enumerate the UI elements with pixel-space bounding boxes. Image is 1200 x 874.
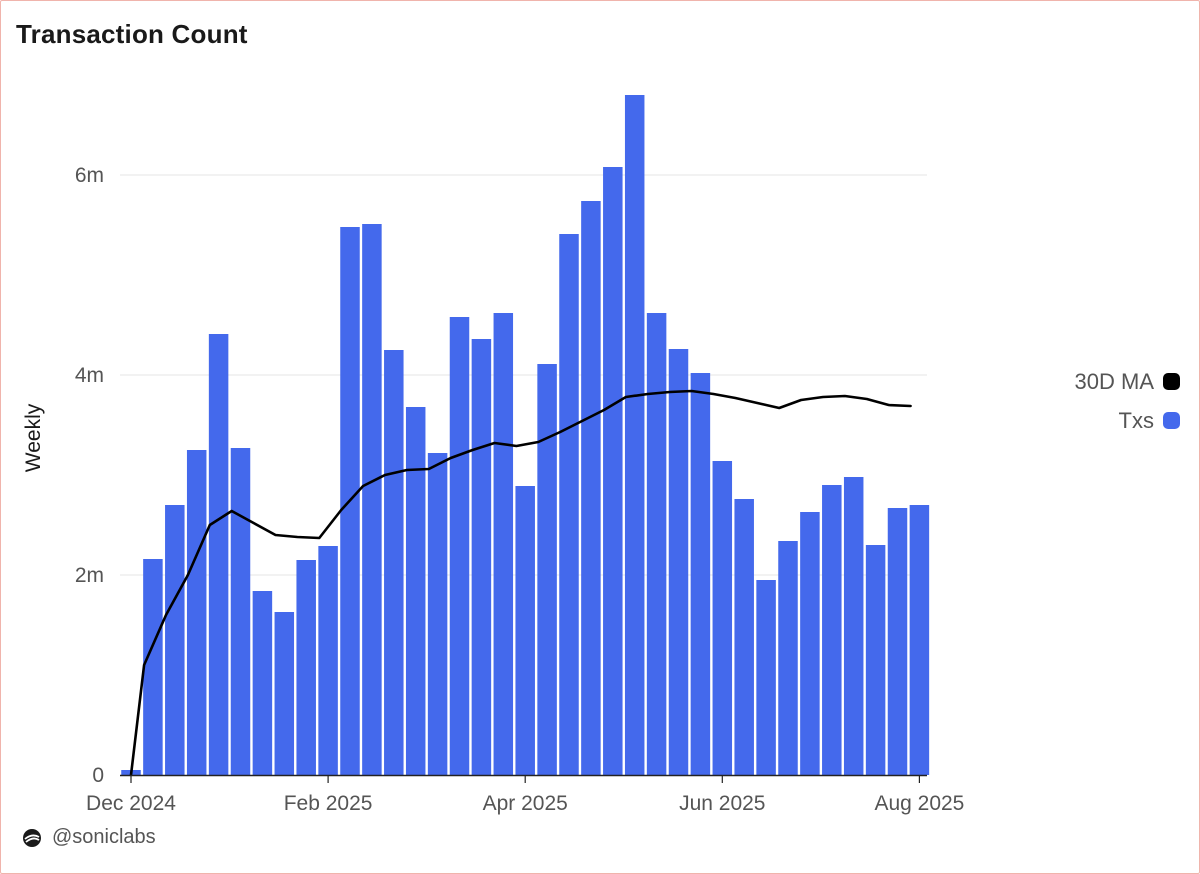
y-axis-label: Weekly	[22, 403, 45, 472]
legend-label-txs: Txs	[1118, 407, 1154, 433]
line-30d-ma[interactable]	[129, 389, 912, 777]
bar-txs[interactable]	[843, 477, 864, 775]
bar-txs[interactable]	[274, 612, 295, 775]
x-tick-label: Dec 2024	[86, 792, 176, 815]
y-tick-label: 2m	[75, 564, 104, 587]
bar-txs[interactable]	[756, 580, 776, 775]
legend-item-30d-ma[interactable]: 30D MA	[1075, 362, 1180, 401]
chart-legend: 30D MA Txs	[1075, 362, 1180, 440]
y-axis-ticks: 0 2m 4m 6m	[75, 164, 104, 787]
bar-txs[interactable]	[362, 224, 382, 775]
x-tick-label: Aug 2025	[874, 792, 964, 815]
bar-txs[interactable]	[427, 453, 448, 775]
x-tick-label: Jun 2025	[679, 792, 765, 815]
bar-txs[interactable]	[909, 505, 930, 775]
bar-txs[interactable]	[865, 545, 886, 775]
soniclabs-logo-icon	[23, 828, 41, 847]
bar-series-txs	[121, 95, 930, 775]
y-tick-label: 4m	[75, 364, 104, 387]
bar-txs[interactable]	[668, 349, 689, 775]
bar-txs[interactable]	[230, 448, 251, 775]
legend-item-txs[interactable]: Txs	[1075, 401, 1180, 440]
bar-txs[interactable]	[690, 373, 711, 775]
x-axis-ticks: Dec 2024 Feb 2025 Apr 2025 Jun 2025 Aug 2025	[86, 775, 964, 815]
bar-txs[interactable]	[646, 313, 667, 775]
bar-txs[interactable]	[186, 450, 207, 775]
footer: @soniclabs	[22, 826, 156, 849]
bar-txs[interactable]	[734, 499, 754, 775]
bar-txs[interactable]	[778, 541, 798, 775]
y-tick-label: 6m	[75, 164, 104, 187]
bar-txs[interactable]	[559, 234, 579, 775]
bar-txs[interactable]	[624, 95, 645, 775]
bar-txs[interactable]	[493, 313, 514, 775]
bar-txs[interactable]	[449, 317, 470, 775]
bar-txs[interactable]	[471, 339, 492, 775]
bar-txs[interactable]	[143, 559, 163, 775]
bar-txs[interactable]	[712, 461, 733, 775]
legend-swatch-txs	[1163, 412, 1180, 429]
x-tick-label: Feb 2025	[284, 792, 373, 815]
bar-txs[interactable]	[515, 486, 535, 775]
legend-label-30d-ma: 30D MA	[1074, 368, 1154, 394]
bar-txs[interactable]	[800, 512, 820, 775]
bar-txs[interactable]	[252, 591, 273, 775]
bar-txs[interactable]	[384, 350, 404, 775]
bar-txs[interactable]	[537, 364, 557, 775]
chart-title: Transaction Count	[16, 19, 248, 49]
bar-txs[interactable]	[296, 560, 316, 775]
bar-txs[interactable]	[603, 167, 623, 775]
bar-txs[interactable]	[318, 546, 338, 775]
x-tick-label: Apr 2025	[483, 792, 568, 815]
bar-txs[interactable]	[165, 505, 185, 775]
bar-txs[interactable]	[822, 485, 842, 775]
legend-swatch-30d-ma	[1163, 373, 1180, 390]
bar-txs[interactable]	[887, 508, 908, 775]
y-tick-label: 0	[92, 764, 104, 787]
bar-txs[interactable]	[208, 334, 229, 775]
footer-handle: @soniclabs	[52, 826, 156, 848]
line-series-30d-ma	[129, 389, 912, 777]
bar-txs[interactable]	[581, 201, 601, 775]
bar-txs[interactable]	[405, 407, 426, 775]
